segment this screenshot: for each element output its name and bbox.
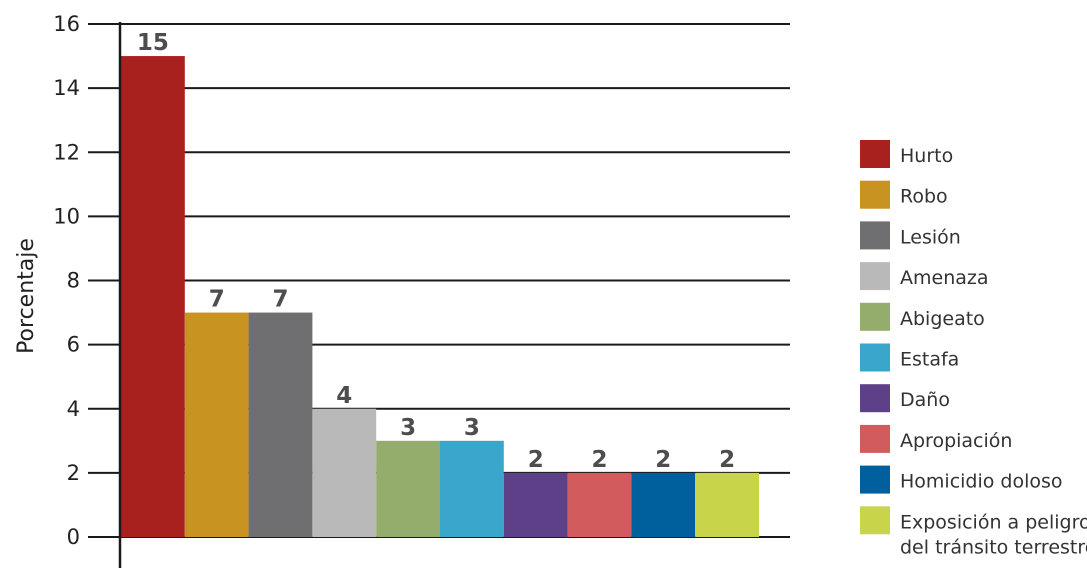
data-label-8: 2	[655, 447, 671, 473]
legend-label-0: Hurto	[900, 145, 953, 167]
bar-4	[376, 440, 440, 537]
bar-3	[312, 408, 377, 537]
legend-swatch-5	[860, 343, 890, 372]
legend-swatch-8	[860, 465, 890, 494]
y-tick-label-10: 10	[53, 204, 80, 228]
data-label-3: 4	[336, 383, 352, 409]
data-label-1: 7	[209, 287, 225, 313]
data-label-0: 15	[137, 30, 169, 56]
bar-6	[503, 472, 568, 537]
data-label-9: 2	[719, 447, 735, 473]
y-tick-label-12: 12	[53, 140, 80, 164]
y-tick-label-0: 0	[67, 525, 80, 549]
legend-label-1: Robo	[900, 186, 948, 208]
legend-swatch-3	[860, 262, 890, 291]
bar-5	[440, 440, 504, 537]
legend-label-5: Estafa	[900, 349, 959, 371]
y-tick-label-2: 2	[67, 461, 80, 485]
y-tick-label-8: 8	[67, 269, 80, 293]
data-label-2: 7	[272, 287, 288, 313]
legend-swatch-9	[860, 506, 890, 535]
bar-1	[184, 312, 249, 537]
axis-layer: 0 2 4 6 8 10 12 14 16	[53, 12, 122, 568]
legend-layer: Hurto Robo Lesión Amenaza Abigeato Estafa Daño…	[860, 140, 1087, 558]
legend-swatch-2	[860, 221, 890, 250]
data-label-7: 2	[591, 447, 607, 473]
bar-8	[631, 472, 696, 537]
legend-swatch-1	[860, 180, 890, 209]
bar-2	[248, 312, 313, 537]
y-tick-label-6: 6	[67, 333, 80, 357]
data-label-5: 3	[464, 415, 480, 441]
legend-swatch-7	[860, 424, 890, 453]
legend-label-2: Lesión	[900, 226, 961, 248]
legend-label-3: Amenaza	[900, 267, 989, 289]
data-label-4: 3	[400, 415, 416, 441]
bar-layer	[121, 56, 759, 537]
y-tick-label-16: 16	[53, 12, 80, 36]
data-label-6: 2	[528, 447, 544, 473]
legend-label-8: Homicidio doloso	[900, 471, 1063, 493]
y-tick-label-14: 14	[53, 76, 80, 100]
legend-label-9: Exposición a peligro	[900, 511, 1087, 533]
legend-swatch-0	[860, 140, 890, 168]
legend-label-7: Apropiación	[900, 430, 1012, 452]
bar-0	[121, 56, 185, 537]
legend-swatch-4	[860, 302, 890, 331]
legend-label-6: Daño	[900, 389, 950, 411]
bar-9	[695, 472, 759, 537]
y-axis-title: Porcentaje	[14, 238, 39, 354]
y-tick-label-4: 4	[67, 397, 80, 421]
legend-label-4: Abigeato	[900, 308, 985, 330]
bar-7	[567, 472, 632, 537]
legend-label-9-line-1: del tránsito terrestre	[900, 536, 1087, 558]
legend-swatch-6	[860, 384, 890, 413]
label-layer: 15 7 7 4 3 3 2 2 2 2	[137, 30, 735, 473]
